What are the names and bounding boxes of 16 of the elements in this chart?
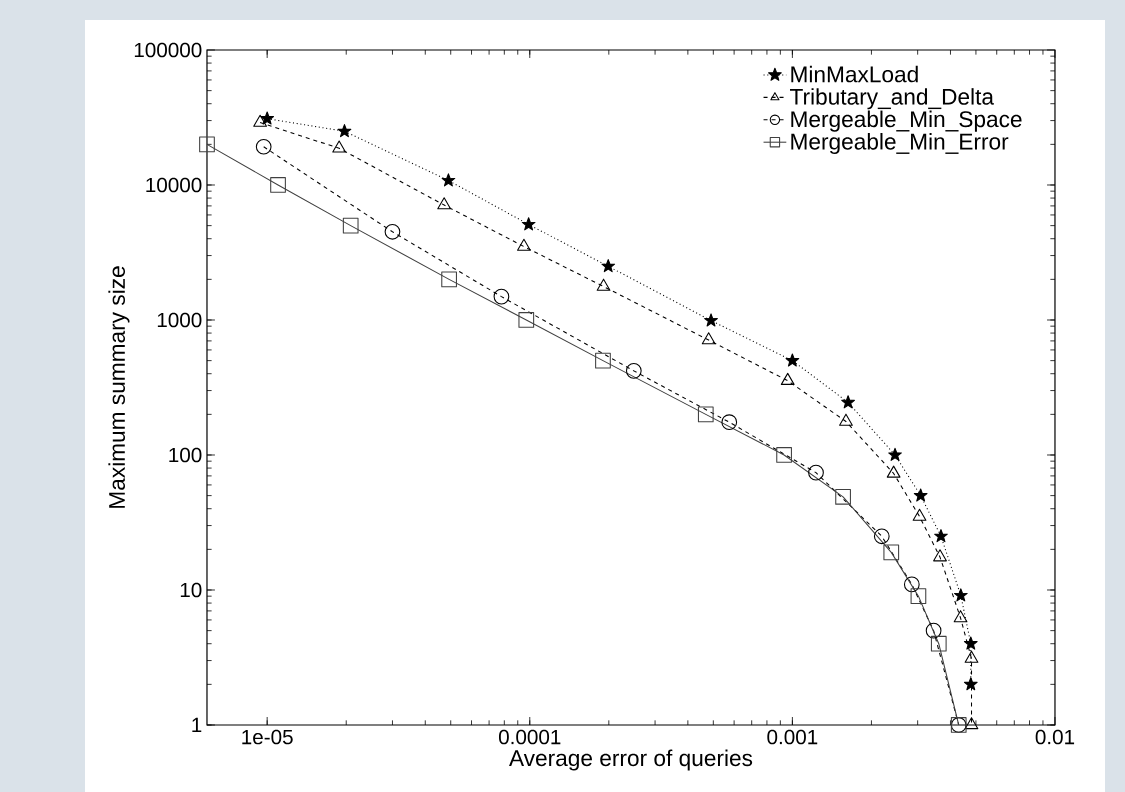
y-tick-label: 10 [180,582,202,598]
legend-label: Mergeable_Min_Error [791,133,1009,155]
y-tick-label: 100 [169,447,202,463]
y-tick-label: 100000 [134,42,202,58]
legend-label: Mergeable_Min_Space [791,110,1022,132]
legend-label: Tributary_and_Delta [790,88,994,110]
x-axis-title: Average error of queries [509,749,753,771]
y-tick-label: 1000 [157,312,202,328]
x-tick-label: 1e-05 [242,729,293,745]
y-tick-label: 1 [192,717,202,733]
legend-label: MinMaxLoad [791,65,918,83]
x-tick-label: 0.001 [767,729,818,745]
y-tick-label: 10000 [146,177,202,193]
x-tick-label: 0.01 [1035,729,1075,745]
x-tick-label: 0.0001 [498,729,561,745]
y-axis-title: Maximum summary size [108,266,130,508]
